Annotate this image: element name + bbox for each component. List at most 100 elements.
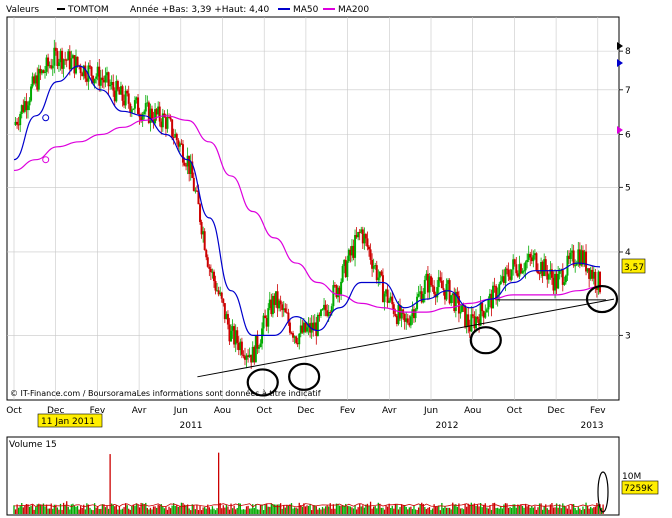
candle-body <box>540 261 543 274</box>
candle-body <box>425 273 428 280</box>
candle-body <box>295 336 298 343</box>
moving-averages <box>13 65 601 336</box>
candle-body <box>343 259 346 267</box>
candle-body <box>197 190 200 205</box>
candle-body <box>385 289 388 294</box>
candle-body <box>340 281 343 295</box>
candle-body <box>368 246 371 250</box>
candle-body <box>558 271 561 274</box>
candle-body <box>312 322 315 331</box>
candle-body <box>476 316 479 320</box>
candle-body <box>214 281 217 291</box>
candle-body <box>543 259 546 277</box>
candle-body <box>371 259 374 269</box>
candle-body <box>88 65 91 67</box>
candle-body <box>84 65 87 79</box>
candle-body <box>599 271 601 293</box>
candle-body <box>26 105 29 111</box>
candle-body <box>381 275 384 303</box>
candle-body <box>47 57 50 67</box>
candle-body <box>451 293 454 296</box>
candle-body <box>529 253 532 258</box>
candle-body <box>22 105 25 112</box>
candle-body <box>106 72 109 76</box>
candle-body <box>56 50 59 67</box>
candle-body <box>222 298 225 304</box>
candle-body <box>123 100 126 106</box>
y-tick-label: 7 <box>625 86 631 96</box>
candle-body <box>265 318 268 327</box>
candle-body <box>564 275 567 283</box>
candle-body <box>154 109 157 124</box>
candle-body <box>535 253 538 271</box>
x-tick-label: Oct <box>6 406 22 416</box>
candle-body <box>493 285 496 287</box>
candle-body <box>377 277 380 281</box>
y-tick-label: 4 <box>625 248 631 258</box>
candle-body <box>417 293 420 297</box>
candle-body <box>68 51 71 70</box>
candle-body <box>118 89 121 95</box>
candle-body <box>422 293 425 303</box>
candle-body <box>93 78 96 84</box>
candle-body <box>547 274 550 280</box>
candle-body <box>457 295 460 314</box>
candle-body <box>200 221 203 235</box>
candle-body <box>580 250 583 266</box>
candle-body <box>288 322 291 333</box>
candle-body <box>209 268 212 273</box>
candle-body <box>150 108 153 120</box>
candle-body <box>583 251 586 265</box>
candle-body <box>347 249 350 262</box>
candle-body <box>130 109 133 113</box>
candle-body <box>82 65 85 77</box>
candle-body <box>380 271 383 276</box>
candle-body <box>569 252 572 259</box>
candle-body <box>132 108 135 110</box>
candle-body <box>440 280 443 289</box>
candle-body <box>290 332 293 334</box>
date-badge-text: 11 Jan 2011 <box>41 417 95 427</box>
candle-body <box>119 86 122 95</box>
candle-body <box>588 268 591 279</box>
year-label: 2013 <box>581 421 604 431</box>
x-tick-label: Aou <box>464 406 481 416</box>
candle-body <box>250 354 253 363</box>
candle-body <box>104 75 107 83</box>
candle-body <box>464 305 467 328</box>
x-tick-label: Jun <box>173 406 188 416</box>
candle-body <box>498 284 501 296</box>
candle-body <box>571 250 574 253</box>
ma50-marker <box>42 114 50 122</box>
x-tick-label: Jun <box>423 406 438 416</box>
candle-body <box>92 75 95 84</box>
candle-body <box>152 119 155 124</box>
candle-body <box>230 330 233 342</box>
candle-body <box>73 55 76 74</box>
candle-body <box>515 264 518 274</box>
volume-average-line <box>13 503 601 508</box>
candle-body <box>488 293 491 299</box>
candle-body <box>124 90 127 106</box>
candle-body <box>281 304 284 311</box>
ma50-label: MA50 <box>293 5 319 15</box>
candle-body <box>324 304 327 311</box>
candle-body <box>85 78 88 82</box>
candle-body <box>445 283 448 300</box>
candle-body <box>318 314 321 316</box>
candle-body <box>155 109 158 115</box>
candle-body <box>383 293 386 303</box>
candle-body <box>344 259 347 278</box>
candle-body <box>468 326 471 332</box>
candle-body <box>499 281 502 285</box>
arrow-marker-icon <box>617 42 623 50</box>
candle-body <box>147 102 150 123</box>
candle-body <box>90 66 93 76</box>
candle-body <box>253 346 256 363</box>
candle-body <box>101 77 104 81</box>
candle-body <box>481 302 484 312</box>
candle-body <box>133 100 136 109</box>
candle-body <box>411 309 414 317</box>
candle-body <box>484 312 487 318</box>
